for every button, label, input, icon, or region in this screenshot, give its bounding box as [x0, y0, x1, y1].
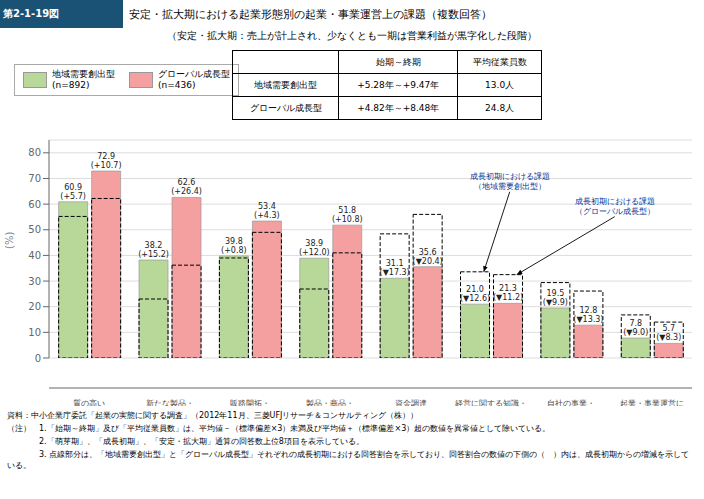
svg-text:新たな製品・商品・サービスの開発: 新たな製品・商品・サービスの開発 [138, 399, 202, 406]
svg-text:販路開拓・マーケティング: 販路開拓・マーケティング [222, 399, 279, 406]
svg-text:7.8(▼9.0): 7.8(▼9.0) [623, 319, 648, 337]
svg-text:5.7(▼8.3): 5.7(▼8.3) [656, 324, 681, 342]
svg-text:38.9(+12.0): 38.9(+12.0) [299, 239, 330, 257]
svg-text:38.2(+15.2): 38.2(+15.2) [138, 241, 169, 259]
html-text:2.「萌芽期」、「成長初期」、「安定・拡大期」通算の回答数上: 2.「萌芽期」、「成長初期」、「安定・拡大期」通算の回答数上位8項目を表示してい… [7, 437, 364, 446]
svg-text:経営に関する知識・ノウハウの習得: 経営に関する知識・ノウハウの習得 [454, 399, 527, 406]
svg-text:72.9(+10.7): 72.9(+10.7) [91, 152, 122, 170]
svg-text:62.6(+26.4): 62.6(+26.4) [171, 178, 202, 196]
svg-text:21.0(▼12.6): 21.0(▼12.6) [460, 285, 490, 303]
html-text:+4.82年～+8.48年: +4.82年～+8.48年 [357, 102, 440, 113]
html-text:地域需要創出型 (n=892): 地域需要創出型 (n=892) [52, 69, 115, 90]
html-text:（注） 1.「始期～終期」及び「平均従業員数」は、平均値－（: （注） 1.「始期～終期」及び「平均従業員数」は、平均値－（標準偏差×3）未満及… [7, 424, 551, 433]
svg-text:19.5(▼9.9): 19.5(▼9.9) [543, 289, 568, 307]
svg-text:80: 80 [28, 147, 41, 158]
html-text:+5.28年～+9.47年: +5.28年～+9.47年 [357, 79, 440, 90]
svg-text:製品・商品・サービスの高付加価値化: 製品・商品・サービスの高付加価値化 [306, 399, 354, 406]
svg-text:10: 10 [28, 327, 41, 338]
svg-text:成長初期における課題（グローバル成長型）: 成長初期における課題（グローバル成長型） [575, 197, 655, 216]
html-text:資料：中小企業庁委託「起業の実態に関する調査」（2012年1: 資料：中小企業庁委託「起業の実態に関する調査」（2012年11月、三菱UFJリサ… [7, 411, 419, 420]
html-text:グローバル成長型: グローバル成長型 [249, 102, 322, 113]
svg-text:40: 40 [28, 250, 41, 261]
html-text:3. 点線部分は、「地域需要創出型」と「グローバル成長型」そ: 3. 点線部分は、「地域需要創出型」と「グローバル成長型」それぞれの成長初期にお… [7, 450, 690, 470]
html-text:平均従業員数: 平均従業員数 [472, 56, 527, 67]
html-text:グローバル成長型 (n=436): グローバル成長型 (n=436) [158, 69, 230, 90]
svg-text:20: 20 [28, 301, 41, 312]
svg-text:起業・事業運営に伴う各種手続: 起業・事業運営に伴う各種手続 [620, 399, 684, 406]
svg-text:自社の事業・業界に関する知識・ノウハウの習得: 自社の事業・業界に関する知識・ノウハウの習得 [535, 399, 607, 406]
svg-text:60: 60 [28, 199, 41, 210]
svg-text:50: 50 [28, 224, 41, 235]
svg-text:60.9(+5.7): 60.9(+5.7) [60, 183, 86, 201]
svg-text:70: 70 [28, 173, 41, 184]
svg-text:(%): (%) [8, 232, 15, 249]
svg-text:0: 0 [35, 353, 41, 364]
svg-text:30: 30 [28, 276, 41, 287]
svg-text:31.1(▼17.3): 31.1(▼17.3) [380, 259, 410, 277]
svg-text:35.6(▼20.4): 35.6(▼20.4) [413, 248, 443, 266]
html-text:24.8人: 24.8人 [485, 102, 515, 113]
html-text:地域需要創出型: 地域需要創出型 [254, 79, 318, 90]
svg-text:39.8(+0.8): 39.8(+0.8) [221, 237, 247, 255]
svg-text:資金調達: 資金調達 [395, 399, 427, 406]
svg-text:21.3(▼11.2): 21.3(▼11.2) [493, 284, 523, 302]
html-text:安定・拡大期における起業形態別の起業・事業運営上の課題（複数: 安定・拡大期における起業形態別の起業・事業運営上の課題（複数回答） [129, 7, 492, 21]
html-text:始期～終期: 始期～終期 [375, 56, 421, 67]
svg-text:質の高い人材の確保: 質の高い人材の確保 [69, 399, 109, 406]
html-text:（安定・拡大期：売上が計上され、少なくとも一期は営業利益が黒: （安定・拡大期：売上が計上され、少なくとも一期は営業利益が黒字化した段階） [167, 30, 537, 41]
svg-text:成長初期における課題（地域需要創出型）: 成長初期における課題（地域需要創出型） [470, 172, 550, 191]
html-text:第2-1-19図: 第2-1-19図 [3, 8, 60, 19]
svg-text:53.4(+4.3): 53.4(+4.3) [254, 202, 280, 220]
html-text:13.0人: 13.0人 [485, 79, 515, 90]
svg-text:12.8(▼13.3): 12.8(▼13.3) [573, 306, 603, 324]
svg-text:51.8(+10.8): 51.8(+10.8) [332, 206, 363, 224]
